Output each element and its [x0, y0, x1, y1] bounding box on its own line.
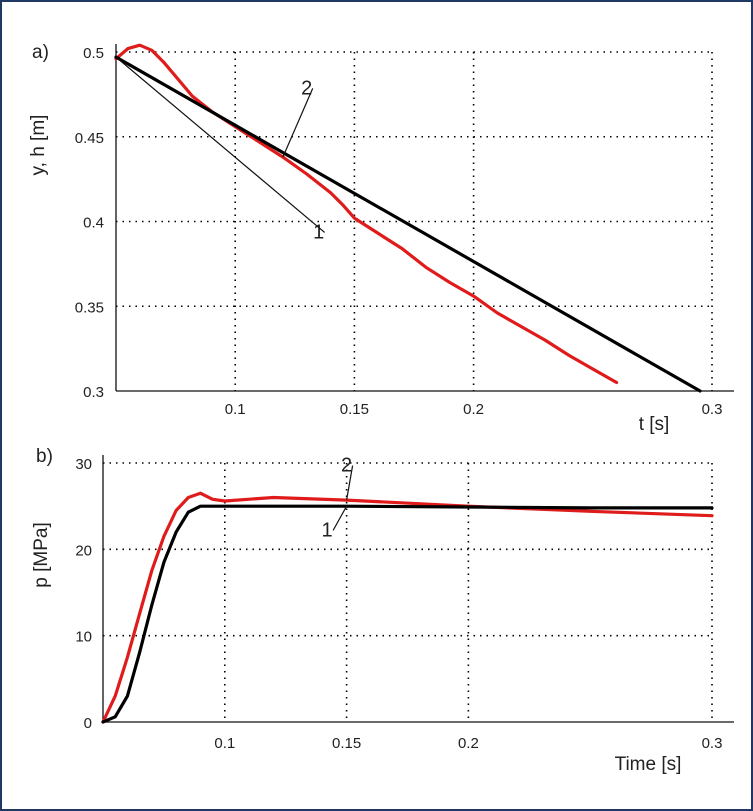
y-tick-label: 0.45	[75, 130, 104, 147]
y-tick-label: 0.35	[75, 299, 104, 316]
x-tick-label: 0.1	[214, 735, 235, 752]
series-line-1	[114, 55, 702, 393]
curve-label-2: 2	[341, 455, 352, 477]
curve-leader-1	[332, 505, 348, 531]
curve-label-2: 2	[301, 77, 312, 99]
panel-label: b)	[36, 446, 53, 467]
x-tick-label: 0.2	[458, 735, 479, 752]
x-tick-label: 0.3	[702, 735, 723, 752]
y-tick-label: 0.3	[83, 384, 104, 401]
panel-label: a)	[32, 42, 49, 63]
chart-panel-1: 0.3 0.35 0.4 0.45 0.5 0.1 0.15 0.2 0.3 t [s] y, h …	[28, 42, 734, 435]
y-tick-label: 30	[75, 456, 92, 473]
x-tick-label: 0.2	[463, 401, 484, 418]
curve-leader-1	[115, 56, 326, 233]
series-line-2	[114, 43, 619, 385]
curve-label-1: 1	[322, 519, 333, 541]
x-tick-label: 0.15	[332, 735, 361, 752]
y-tick-label: 10	[75, 629, 92, 646]
x-tick-label: 0.15	[340, 401, 369, 418]
x-axis-label: t [s]	[639, 414, 670, 435]
y-tick-label: 20	[75, 542, 92, 559]
y-tick-label: 0.5	[83, 45, 104, 62]
curve-label-1: 1	[313, 221, 324, 243]
curve-leader-2	[282, 88, 314, 158]
y-tick-label: 0.4	[83, 215, 104, 232]
x-tick-label: 0.1	[225, 401, 246, 418]
curve-leader-2	[346, 465, 354, 501]
series-line-2	[101, 491, 714, 724]
chart-panel-2: 0 10 20 30 0.1 0.15 0.2 0.3 Time [s] p [MPa] b) 1 2	[31, 446, 734, 775]
y-axis-label: p [MPa]	[31, 522, 52, 587]
series-line-1	[101, 504, 714, 724]
x-tick-label: 0.3	[702, 401, 723, 418]
y-axis-label: y, h [m]	[28, 115, 49, 176]
x-axis-label: Time [s]	[615, 754, 682, 775]
y-tick-label: 0	[84, 715, 92, 732]
